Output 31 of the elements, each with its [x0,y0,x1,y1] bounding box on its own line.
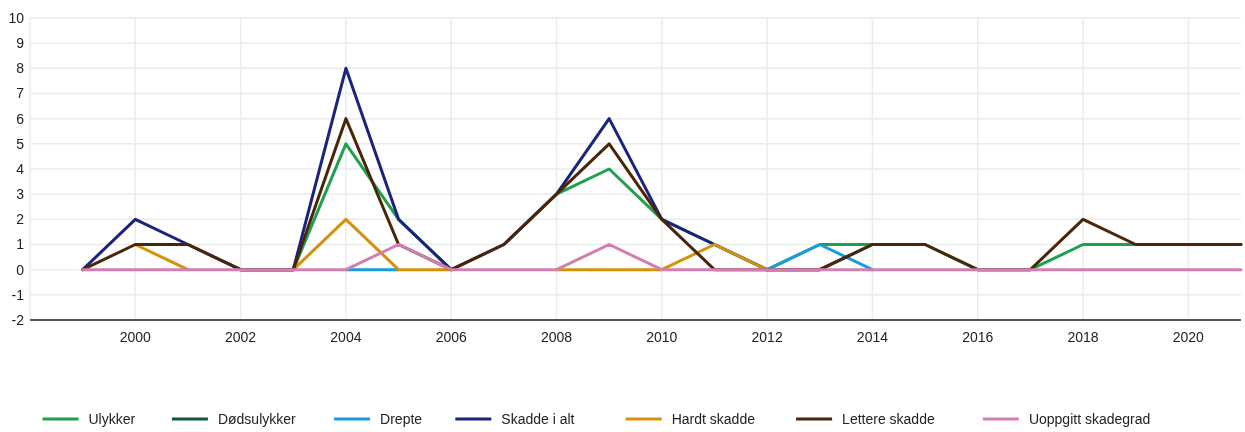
y-tick-label: 7 [16,85,25,102]
legend-label: Drepte [380,411,423,427]
y-tick-label: -1 [11,286,25,303]
x-tick-label: 2006 [435,329,467,345]
x-tick-label: 2016 [962,329,994,345]
y-tick-label: 10 [8,9,25,26]
y-tick-label: 6 [16,110,25,127]
x-tick-label: 2018 [1067,329,1099,345]
y-tick-label: 0 [16,261,25,278]
x-tick-label: 2002 [225,329,257,345]
y-tick-label: 4 [16,160,25,177]
x-tick-label: 2004 [330,329,362,345]
x-tick-label: 2014 [856,329,889,345]
y-tick-label: 5 [16,135,25,152]
x-tick-label: 2000 [119,329,152,345]
x-tick-label: 2020 [1172,329,1205,345]
x-tick-label: 2012 [751,329,783,345]
y-tick-label: 9 [16,35,25,52]
y-tick-label: -2 [11,311,25,328]
y-tick-label: 8 [16,60,25,77]
legend-label: Ulykker [88,411,136,427]
legend-label: Hardt skadde [671,411,756,427]
y-tick-label: 3 [16,186,25,203]
x-tick-label: 2010 [646,329,678,345]
legend-label: Dødsulykker [217,411,297,427]
legend-label: Skadde i alt [501,411,575,427]
y-tick-label: 1 [16,236,25,253]
x-tick-label: 2008 [540,329,573,345]
legend-label: Uoppgitt skadegrad [1028,411,1151,427]
legend-label: Lettere skadde [842,411,935,427]
y-tick-label: 2 [16,211,25,228]
